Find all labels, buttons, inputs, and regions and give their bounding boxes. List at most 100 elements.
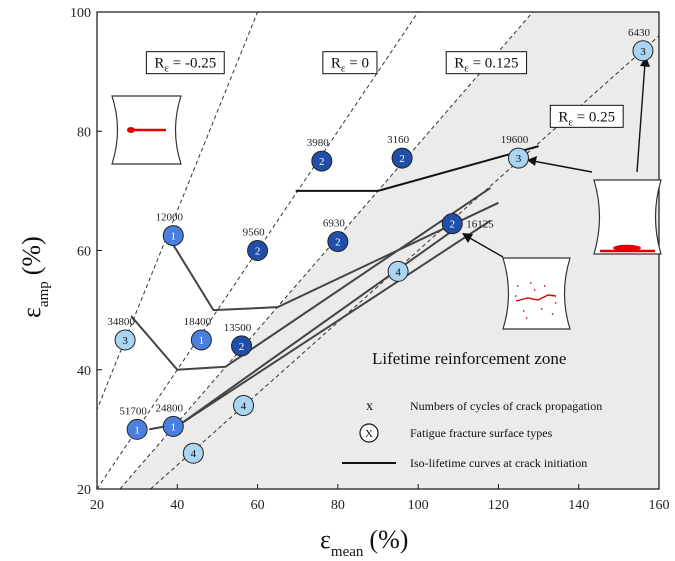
ratio-label-3: Rε = 0.25 — [549, 104, 624, 128]
point-cycles-1: 9560 — [243, 227, 266, 239]
specimen-sketch-type1 — [111, 95, 182, 165]
x-tick-3: 80 — [331, 498, 345, 513]
ratio-label-r-1: R — [331, 56, 341, 72]
point-11 — [231, 335, 253, 357]
iso-curve-4 — [180, 225, 459, 425]
point-cycles-13: 24800 — [156, 402, 184, 414]
point-cycles-7: 16125 — [466, 219, 494, 231]
legend-type-circle — [359, 423, 379, 443]
point-type-4: 2 — [399, 153, 405, 165]
point-type-11: 2 — [239, 341, 245, 353]
ratio-label-0: Rε = -0.25 — [145, 51, 225, 75]
specimen-sketch-type2 — [502, 257, 571, 330]
point-type-14: 4 — [241, 401, 247, 413]
point-13 — [162, 415, 184, 437]
point-type-8: 4 — [395, 266, 401, 278]
ratio-label-value-1: = 0 — [345, 56, 368, 72]
point-cycles-4: 3160 — [387, 134, 410, 146]
ratio-label-box-0 — [145, 51, 225, 75]
arrow-to-6430 — [636, 62, 646, 173]
point-cycles-12: 51700 — [119, 405, 147, 417]
legend: x Numbers of cycles of crack propagation… — [342, 399, 602, 470]
point-type-2: 2 — [335, 237, 341, 249]
ratio-label-sub-2: ε — [464, 63, 469, 75]
point-type-12: 1 — [134, 424, 140, 436]
point-type-6: 3 — [640, 46, 646, 58]
point-0 — [162, 225, 184, 247]
x-axis-label-sub: mean — [331, 544, 364, 560]
point-9 — [114, 329, 136, 351]
arrow-head-6430 — [640, 56, 650, 67]
point-type-1: 2 — [255, 246, 261, 258]
arrow-to-19600 — [532, 160, 593, 173]
ratio-label-r-0: R — [154, 56, 164, 72]
point-1 — [247, 240, 269, 261]
ratio-label-value-2: = 0.125 — [469, 56, 519, 72]
y-tick-0: 20 — [77, 483, 91, 498]
ratio-label-2: Rε = 0.125 — [445, 51, 528, 75]
arrow-to-16125 — [467, 236, 504, 258]
data-points: 1 12000 2 9560 2 6930 2 3980 2 3160 3 19600 3 6430 2 16… — [107, 27, 654, 464]
y-tick-3: 80 — [77, 125, 91, 140]
point-7 — [441, 213, 463, 235]
arrow-head-16125 — [462, 233, 473, 243]
ratio-line-0 — [97, 12, 259, 411]
legend-cycles-text: Numbers of cycles of crack propagation — [410, 399, 602, 413]
point-4 — [391, 147, 413, 169]
point-2 — [327, 231, 349, 253]
ratio-label-value-3: = 0.25 — [573, 109, 615, 125]
point-6 — [632, 40, 654, 62]
point-type-5: 3 — [516, 153, 522, 165]
point-type-13: 1 — [171, 421, 177, 433]
point-12 — [126, 418, 148, 440]
ratio-label-box-1 — [322, 51, 378, 75]
point-cycles-2: 6930 — [323, 218, 346, 230]
point-type-15: 4 — [191, 448, 197, 460]
y-tick-1: 40 — [77, 364, 91, 379]
ratio-label-value-0: = -0.25 — [169, 56, 216, 72]
y-tick-2: 60 — [77, 245, 91, 260]
legend-curve-text: Iso-lifetime curves at crack initiation — [410, 456, 587, 470]
point-cycles-10: 18400 — [184, 316, 212, 328]
point-5 — [508, 147, 529, 169]
x-axis-label: εmean (%) — [320, 525, 408, 560]
x-tick-5: 120 — [488, 498, 509, 513]
ratio-label-box-2 — [445, 51, 528, 75]
y-tick-4: 100 — [70, 6, 91, 21]
x-tick-6: 140 — [568, 498, 589, 513]
point-14 — [233, 395, 255, 417]
ratio-label-text-1: Rε = 0 — [331, 56, 369, 75]
arrow-head-19600 — [527, 156, 537, 166]
reinforcement-zone — [119, 12, 659, 489]
ratio-line-2 — [119, 12, 534, 489]
iso-curve-1 — [170, 201, 499, 312]
point-type-10: 1 — [199, 335, 205, 347]
ratio-label-text-0: Rε = -0.25 — [154, 56, 216, 75]
x-tick-0: 20 — [90, 498, 104, 513]
x-tick-4: 100 — [408, 498, 429, 513]
y-axis-label-main: ε — [17, 307, 46, 318]
x-tick-7: 160 — [649, 498, 670, 513]
legend-cycles-symbol: x — [366, 399, 373, 414]
ratio-label-r-2: R — [454, 56, 464, 72]
point-type-0: 1 — [171, 231, 177, 243]
ratio-label-box-3 — [549, 104, 624, 128]
point-10 — [190, 329, 212, 351]
x-axis-label-main: ε — [320, 525, 331, 554]
point-cycles-5: 19600 — [501, 134, 529, 146]
x-axis-label-unit: (%) — [369, 525, 408, 554]
ratio-label-1: Rε = 0 — [322, 51, 378, 75]
point-8 — [387, 260, 409, 282]
x-axis-ticks: 20 40 60 80 100 120 140 160 — [90, 484, 670, 513]
point-cycles-11: 13500 — [224, 322, 252, 334]
y-axis-label: εamp (%) — [17, 236, 52, 318]
ratio-label-text-3: Rε = 0.25 — [558, 109, 615, 128]
point-type-9: 3 — [122, 335, 128, 347]
ratio-label-text-2: Rε = 0.125 — [454, 56, 518, 75]
point-cycles-6: 6430 — [628, 27, 651, 39]
ratio-label-sub-3: ε — [568, 116, 573, 128]
x-tick-2: 60 — [251, 498, 265, 513]
annotation-arrows — [462, 56, 650, 258]
ratio-label-sub-1: ε — [341, 63, 346, 75]
